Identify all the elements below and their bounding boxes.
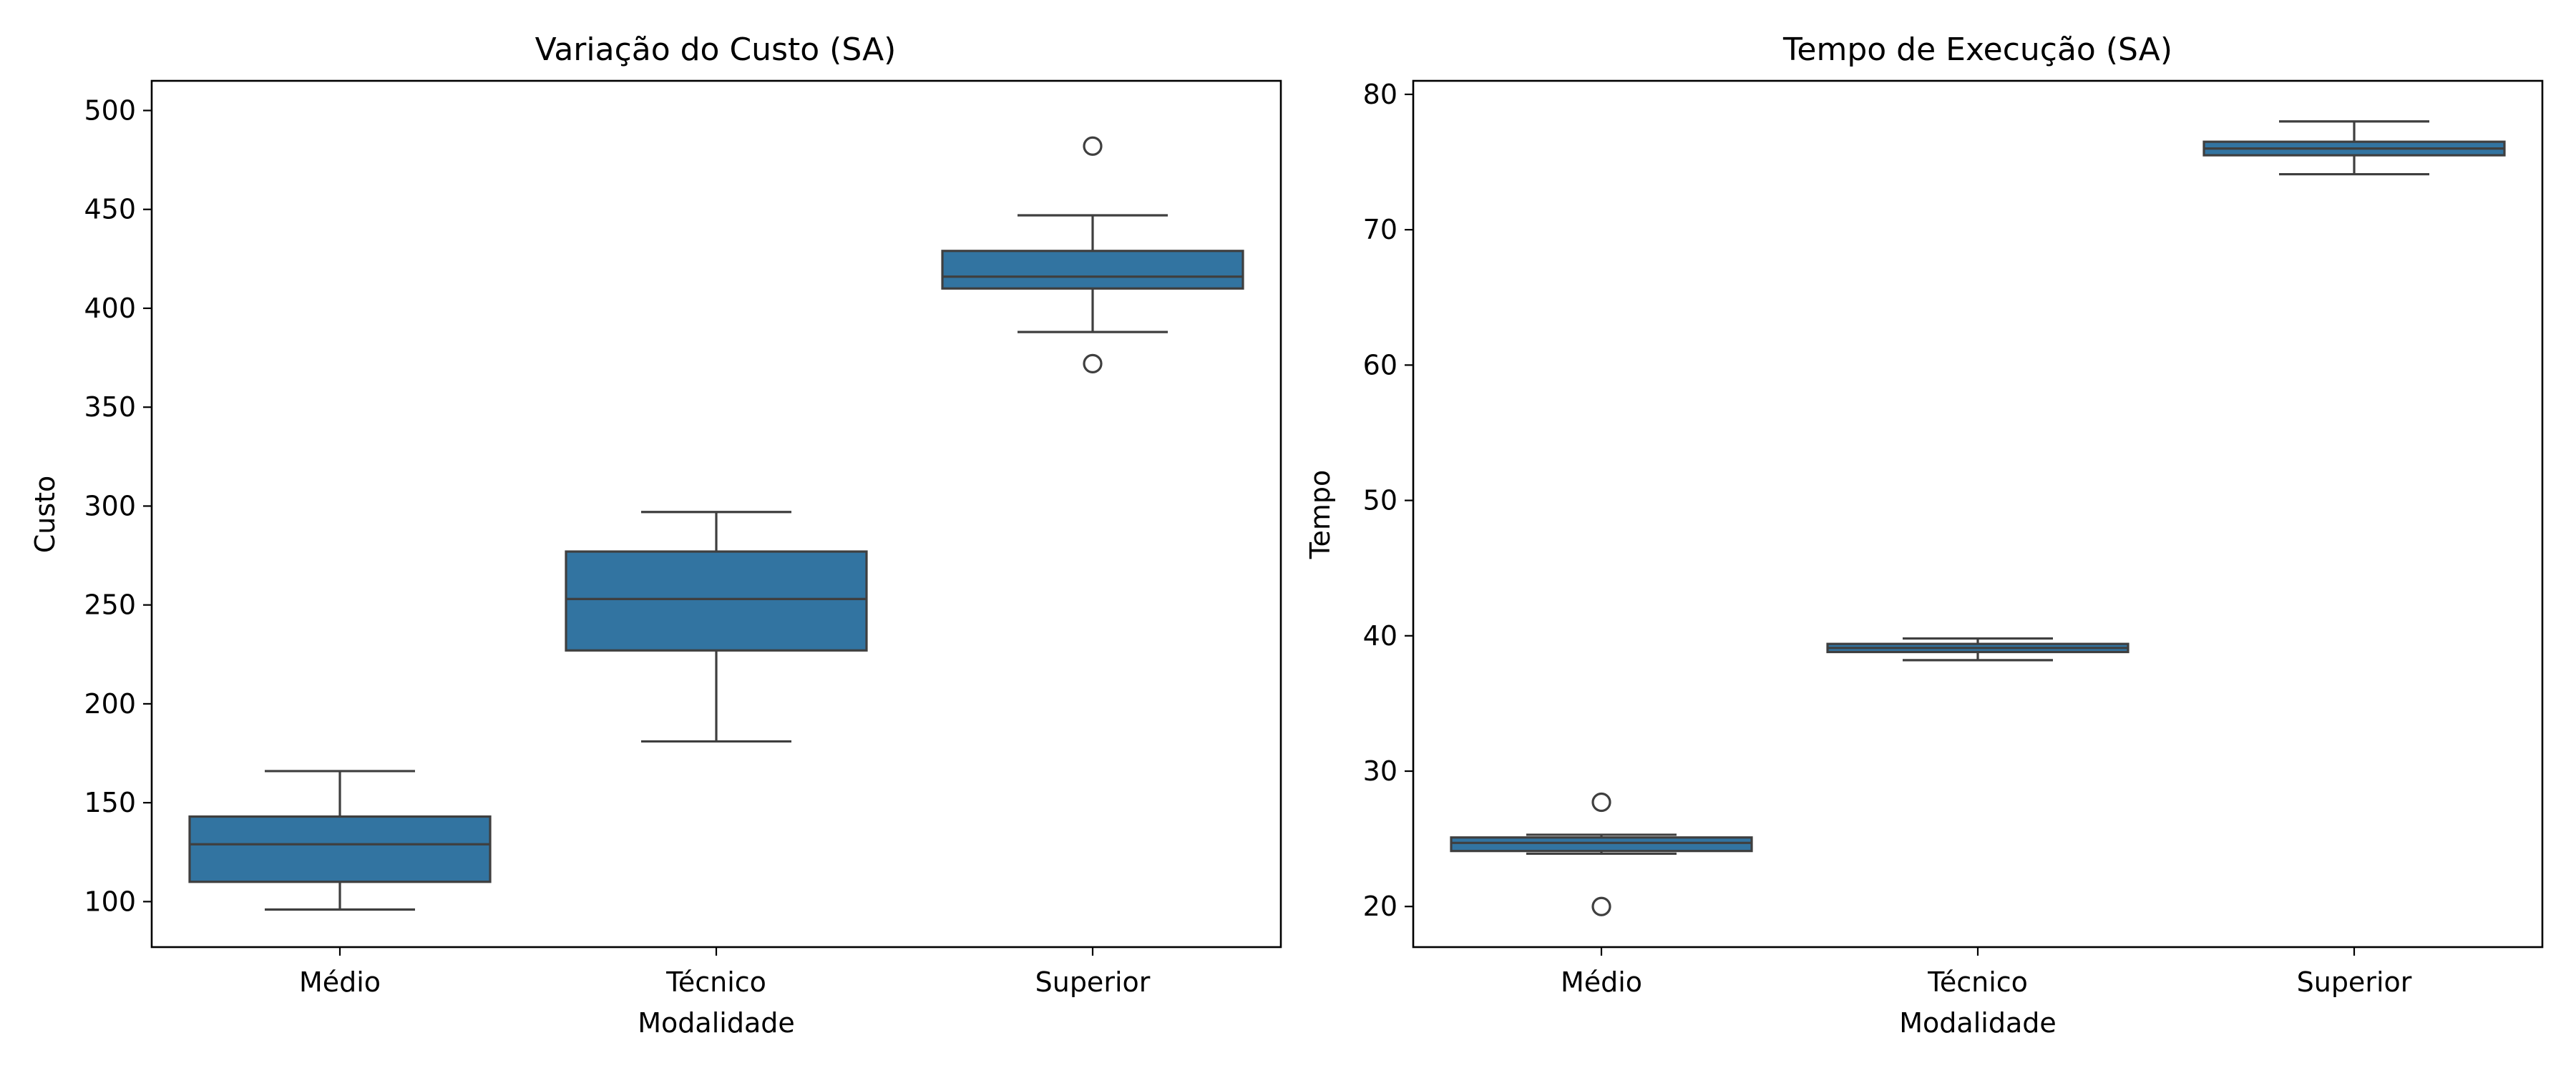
- y-tick-label: 200: [84, 688, 136, 720]
- x-axis-custo: Médio Técnico Superior: [299, 947, 1151, 998]
- y-tick-label: 100: [84, 886, 136, 917]
- box-2: [1826, 637, 2129, 662]
- y-tick-label: 30: [1363, 755, 1397, 787]
- plot-area-custo: [188, 136, 1244, 911]
- outlier-point: [1591, 792, 1611, 813]
- outlier-point: [1591, 896, 1611, 916]
- y-axis-label-tempo: Tempo: [1304, 470, 1336, 560]
- y-tick-label: 500: [84, 94, 136, 126]
- x-tick-label: Superior: [1035, 966, 1151, 998]
- axes-frame-custo: [150, 79, 1282, 949]
- y-axis-label-custo: Custo: [29, 476, 61, 554]
- x-tick-label: Superior: [2297, 966, 2412, 998]
- y-tick-label: 60: [1363, 349, 1397, 381]
- x-tick-label: Médio: [1561, 966, 1642, 998]
- plot-area-tempo: [1450, 120, 2506, 916]
- box-1: [188, 770, 492, 911]
- iqr-box: [941, 250, 1244, 290]
- outlier-point: [1083, 136, 1103, 156]
- box-3: [941, 136, 1244, 373]
- y-tick-label: 150: [84, 787, 136, 818]
- box-2: [565, 511, 868, 743]
- y-tick-label: 80: [1363, 79, 1397, 110]
- box-3: [2202, 120, 2506, 176]
- x-axis-label-custo: Modalidade: [638, 1007, 794, 1039]
- iqr-box: [188, 815, 492, 883]
- y-tick-label: 300: [84, 490, 136, 521]
- x-tick-label: Técnico: [665, 966, 766, 998]
- y-tick-label: 400: [84, 293, 136, 324]
- iqr-box: [565, 550, 868, 652]
- outlier-point: [1083, 353, 1103, 373]
- y-tick-label: 250: [84, 589, 136, 621]
- x-axis-label-tempo: Modalidade: [1899, 1007, 2056, 1039]
- subplot-custo: Variação do Custo (SA) 100 150 200 250 300 35…: [29, 31, 1282, 1039]
- chart-title-custo: Variação do Custo (SA): [535, 31, 897, 68]
- y-axis-tempo: 20 30 40 50 60 70 80: [1363, 79, 1413, 922]
- box-1: [1450, 792, 1753, 916]
- y-tick-label: 20: [1363, 891, 1397, 922]
- x-axis-tempo: Médio Técnico Superior: [1561, 947, 2412, 998]
- y-tick-label: 40: [1363, 620, 1397, 652]
- y-tick-label: 350: [84, 391, 136, 423]
- axes-frame-tempo: [1412, 79, 2544, 949]
- y-tick-label: 450: [84, 194, 136, 225]
- y-axis-custo: 100 150 200 250 300 350 400 450 500: [84, 94, 152, 917]
- iqr-box: [1450, 836, 1753, 853]
- y-tick-label: 50: [1363, 485, 1397, 516]
- subplot-tempo: Tempo de Execução (SA) 20 30 40 50 60 70 80 Mé…: [1304, 31, 2544, 1039]
- x-tick-label: Médio: [299, 966, 381, 998]
- x-tick-label: Técnico: [1927, 966, 2028, 998]
- chart-title-tempo: Tempo de Execução (SA): [1782, 31, 2172, 68]
- y-tick-label: 70: [1363, 214, 1397, 245]
